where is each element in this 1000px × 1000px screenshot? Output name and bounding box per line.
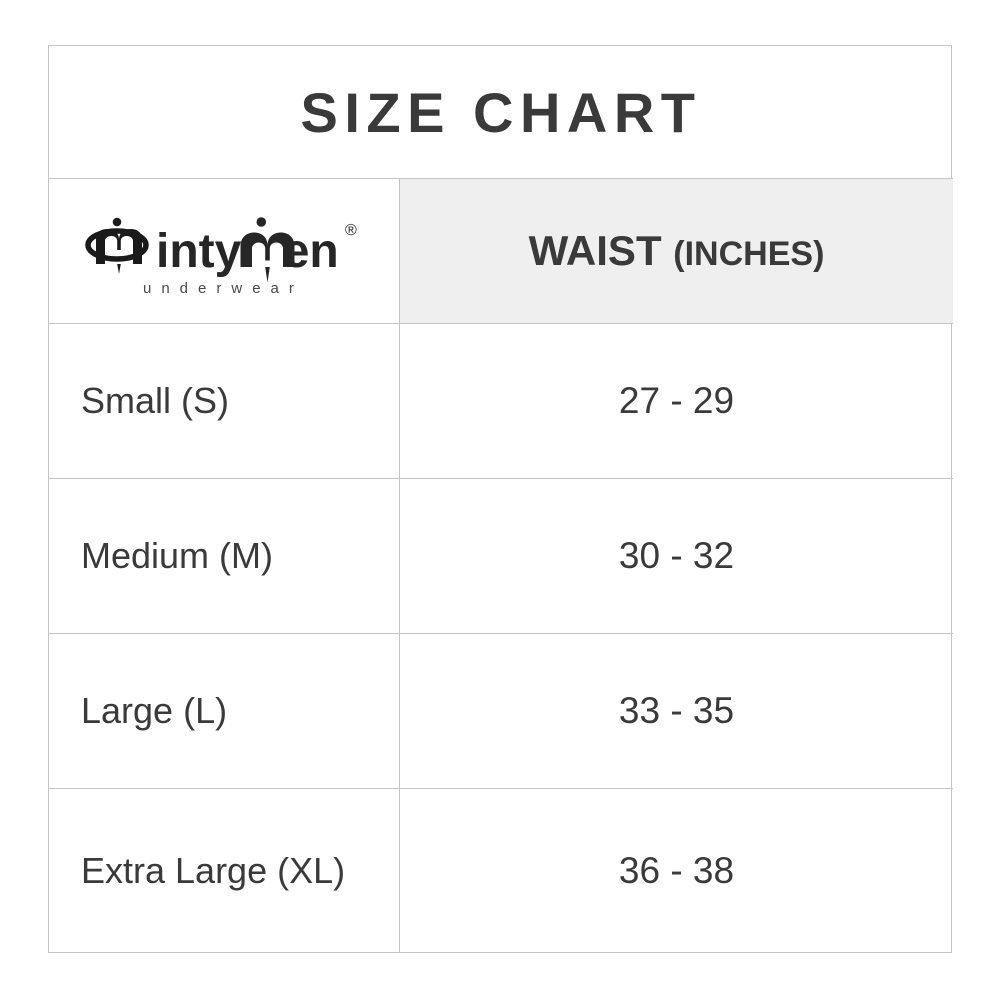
svg-text:underwear: underwear bbox=[143, 280, 304, 297]
svg-text:inty: inty bbox=[156, 225, 242, 278]
svg-text:®: ® bbox=[345, 222, 357, 239]
